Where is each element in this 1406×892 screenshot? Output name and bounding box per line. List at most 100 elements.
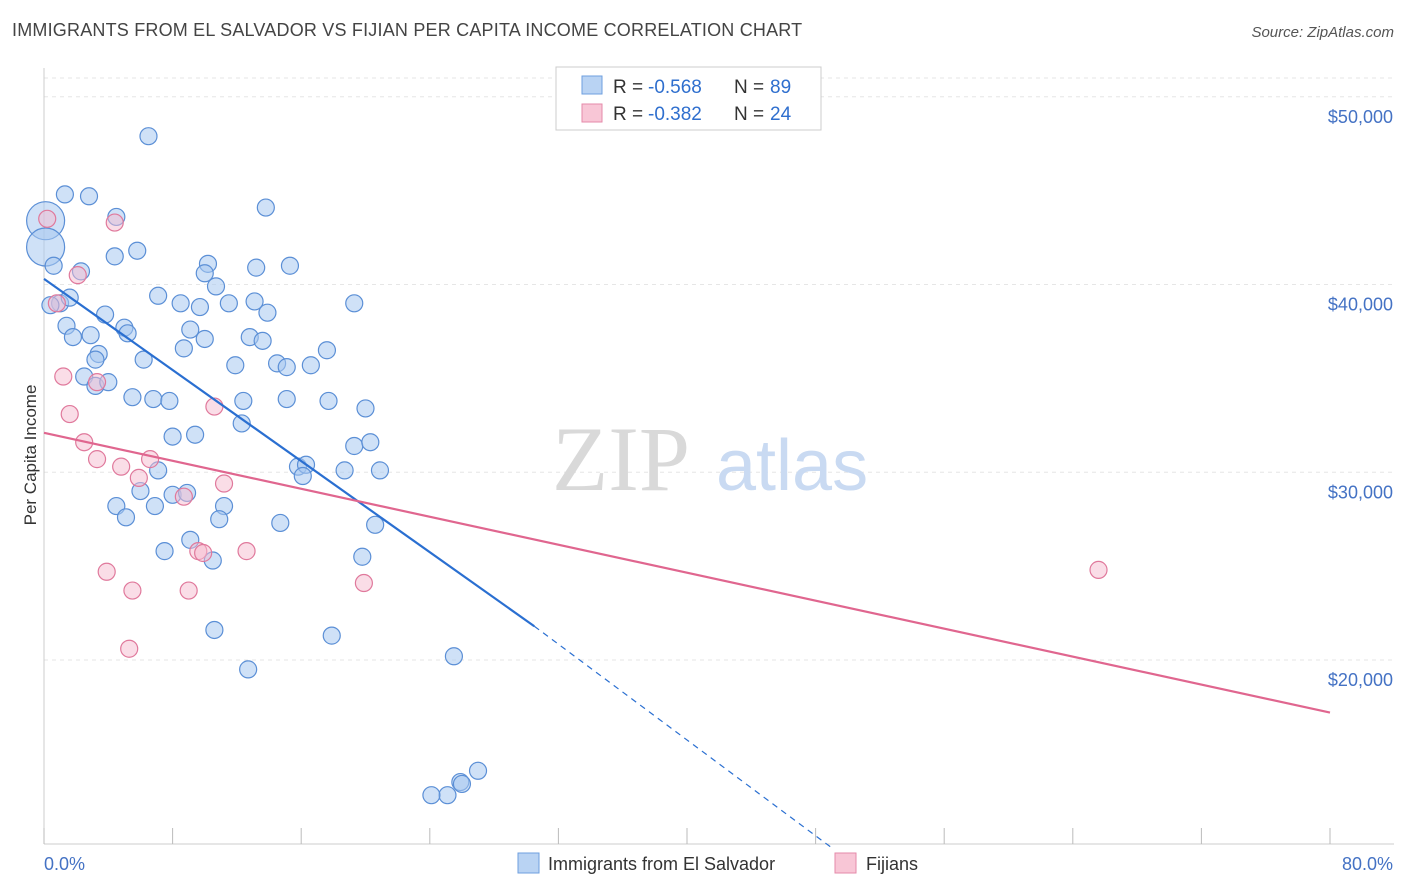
point-el-salvador <box>149 286 168 305</box>
watermark: ZIP atlas <box>552 408 868 510</box>
point-el-salvador <box>155 542 174 561</box>
y-tick-label: $40,000 <box>1328 295 1393 315</box>
x-tick-label-min: 0.0% <box>44 854 85 874</box>
point-fijians <box>87 373 107 392</box>
legend-n-label-1: N = <box>734 77 764 98</box>
point-el-salvador <box>226 356 245 375</box>
chart-title: IMMIGRANTS FROM EL SALVADOR VS FIJIAN PE… <box>12 20 803 40</box>
legend-r-value-2: -0.382 <box>648 104 702 125</box>
point-fijians <box>54 367 73 386</box>
legend-n-label-2: N = <box>734 104 764 125</box>
point-el-salvador <box>452 774 472 794</box>
series-swatch-blue <box>517 852 540 874</box>
legend-r-label-2: R = <box>613 104 643 125</box>
point-fijians <box>237 542 256 561</box>
point-el-salvador <box>280 256 300 275</box>
source-credit: Source: ZipAtlas.com <box>1251 24 1394 41</box>
point-el-salvador <box>271 513 290 533</box>
point-fijians <box>68 266 87 285</box>
legend-n-value-1: 89 <box>770 77 791 98</box>
point-el-salvador <box>277 389 296 409</box>
watermark-atlas: atlas <box>716 426 868 506</box>
y-tick-label: $20,000 <box>1328 670 1393 690</box>
series-label-blue: Immigrants from El Salvador <box>548 854 775 874</box>
point-el-salvador <box>277 358 296 377</box>
point-el-salvador <box>444 647 464 666</box>
legend-r-label-1: R = <box>613 77 643 98</box>
point-el-salvador <box>247 258 266 277</box>
point-el-salvador <box>205 620 224 640</box>
point-fijians <box>179 581 198 600</box>
point-el-salvador <box>174 339 193 358</box>
point-el-salvador <box>232 414 251 433</box>
series-label-pink: Fijians <box>866 854 918 874</box>
gridlines <box>44 77 1394 661</box>
point-el-salvador <box>81 326 100 345</box>
point-el-salvador <box>422 786 441 805</box>
point-fijians <box>194 543 213 563</box>
point-el-salvador <box>219 294 238 313</box>
trend-line-el-salvador-extrapolated <box>533 625 833 849</box>
point-fijians <box>174 487 193 506</box>
point-el-salvador <box>319 391 338 411</box>
point-fijians <box>38 209 57 228</box>
point-fijians <box>47 294 66 313</box>
point-el-salvador <box>195 329 214 349</box>
point-el-salvador <box>301 356 320 375</box>
trend-line-el-salvador <box>43 277 535 628</box>
data-points <box>26 127 1108 805</box>
y-tick-label: $30,000 <box>1328 482 1393 502</box>
point-el-salvador <box>181 320 200 339</box>
point-el-salvador <box>256 198 275 217</box>
point-el-salvador <box>353 547 372 566</box>
legend-swatch-pink <box>581 103 603 123</box>
point-fijians <box>129 468 148 487</box>
axes <box>43 68 1394 845</box>
point-el-salvador <box>86 350 105 369</box>
point-el-salvador <box>160 391 179 411</box>
point-el-salvador <box>79 187 99 206</box>
point-el-salvador <box>438 786 457 805</box>
legend-swatch-blue <box>581 75 603 95</box>
point-fijians <box>140 450 160 469</box>
point-el-salvador <box>245 292 264 311</box>
point-el-salvador <box>139 127 158 146</box>
point-el-salvador <box>163 427 182 446</box>
point-el-salvador <box>234 391 253 411</box>
point-fijians <box>354 573 373 593</box>
point-el-salvador <box>134 350 153 369</box>
point-el-salvador <box>258 303 277 322</box>
point-fijians <box>1089 560 1108 579</box>
point-el-salvador <box>468 761 488 780</box>
point-el-salvador <box>190 297 210 317</box>
watermark-zip: ZIP <box>552 408 690 510</box>
point-el-salvador <box>144 389 163 409</box>
legend-r-value-1: -0.568 <box>648 77 702 98</box>
point-el-salvador <box>345 436 364 456</box>
point-el-salvador <box>128 241 147 260</box>
series-swatch-pink <box>834 852 857 874</box>
y-axis-title: Per Capita Income <box>21 385 40 526</box>
x-tick-labels: 0.0% 80.0% <box>44 854 1393 874</box>
point-el-salvador <box>366 515 385 534</box>
point-el-salvador <box>206 277 226 296</box>
legend-n-value-2: 24 <box>770 104 792 125</box>
point-el-salvador <box>356 399 375 418</box>
point-fijians <box>120 639 139 658</box>
point-fijians <box>60 404 79 424</box>
point-el-salvador <box>322 626 341 645</box>
x-tick-label-max: 80.0% <box>1342 854 1393 874</box>
trend-lines <box>43 277 1331 849</box>
point-el-salvador <box>63 327 83 347</box>
point-el-salvador <box>195 264 214 283</box>
point-fijians <box>112 457 131 476</box>
point-el-salvador <box>239 660 258 679</box>
point-fijians <box>214 474 234 493</box>
point-el-salvador <box>171 294 190 313</box>
point-el-salvador <box>253 331 272 350</box>
point-fijians <box>105 213 124 232</box>
point-el-salvador <box>335 461 354 480</box>
point-el-salvador <box>123 388 142 407</box>
legend: R = -0.568 N = 89 R = -0.382 N = 24 <box>555 66 822 131</box>
